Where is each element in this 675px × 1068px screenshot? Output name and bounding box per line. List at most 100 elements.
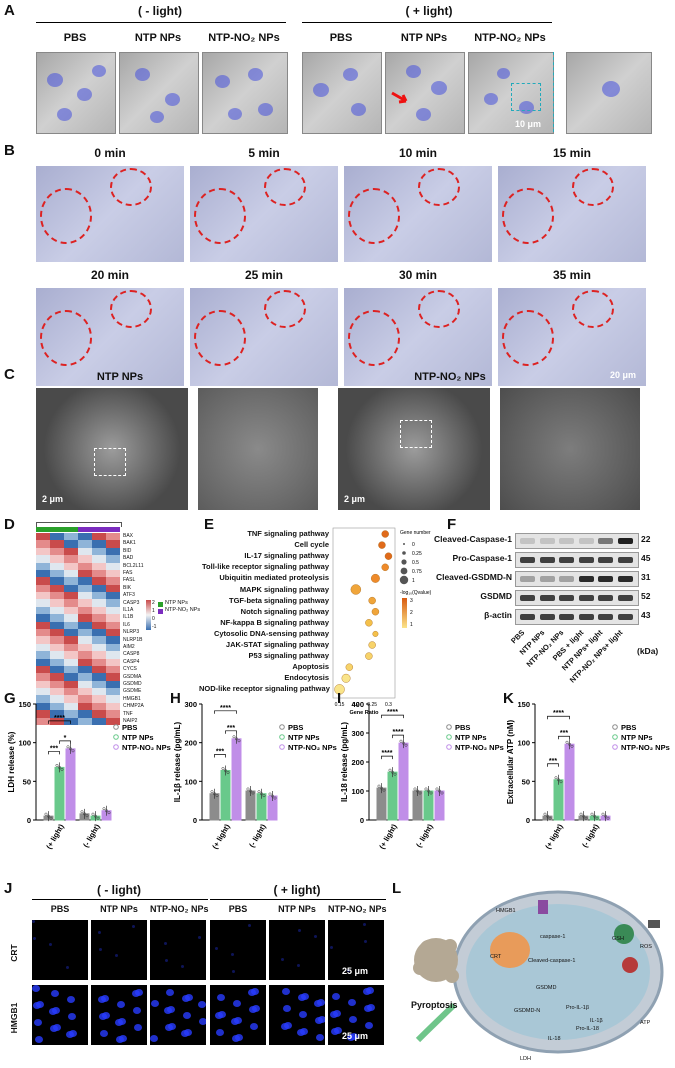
f-blot-band <box>578 614 594 620</box>
chart-significance-bracket <box>214 710 237 714</box>
chart-legend-label: NTP NPs <box>288 733 320 742</box>
j-fluorescence-image <box>210 985 266 1045</box>
j-light-header: ( + light) <box>273 883 321 897</box>
d-heatmap-cell <box>50 629 64 637</box>
d-heatmap-cell <box>50 688 64 696</box>
d-heatmap-cell <box>106 614 120 622</box>
d-heatmap-cell <box>36 533 50 541</box>
panel-h-label: H <box>170 690 181 707</box>
d-heatmap-cell <box>64 688 78 696</box>
chart-data-point <box>271 794 274 798</box>
j-fluorescence-image: 25 μm <box>328 920 384 980</box>
chart-legend-label: NTP-NO₂ NPs <box>122 743 171 752</box>
j-nucleus <box>133 1007 141 1014</box>
e-bubble-point <box>378 541 386 549</box>
chart-data-point <box>58 765 61 769</box>
l-schematic-label: Pro-IL-1β <box>566 1005 590 1011</box>
j-nucleus <box>250 1023 258 1030</box>
chart-x-category-label: (+ light) <box>377 822 399 851</box>
j-nucleus <box>316 1034 324 1041</box>
chart-data-point <box>565 740 569 744</box>
chart-data-point <box>226 771 230 774</box>
a-light-rule <box>302 22 552 23</box>
d-heatmap-cell <box>106 629 120 637</box>
l-pyroptosis-label: Pyroptosis <box>411 1000 458 1010</box>
l-schematic-label: GSH <box>612 936 624 942</box>
j-nucleus <box>330 946 333 949</box>
j-nucleus <box>332 993 340 1000</box>
d-heatmap-cell <box>50 702 64 711</box>
d-heatmap-cell <box>106 643 120 652</box>
chart-significance-bracket <box>381 755 393 760</box>
panel-d-label: D <box>4 516 15 533</box>
b-timelapse-image: 20 μm <box>498 288 646 386</box>
chart-data-point <box>595 816 599 820</box>
j-nucleus <box>349 1016 357 1023</box>
l-schematic-label: GSDMD <box>536 985 557 991</box>
chart-bar <box>553 779 564 821</box>
d-heatmap-cell <box>106 710 120 718</box>
f-protein-label: Pro-Caspase-1 <box>452 553 512 563</box>
j-nucleus <box>299 1011 307 1018</box>
e-pathway-label: Cell cycle <box>294 540 329 550</box>
j-nucleus <box>252 1005 260 1012</box>
chart-data-point <box>606 816 610 820</box>
d-colorbar <box>146 600 151 630</box>
e-bubble-point <box>341 673 351 683</box>
j-group-label: NTP NPs <box>100 904 138 914</box>
e-bubble-point <box>368 596 376 605</box>
d-heatmap-cell <box>50 569 64 578</box>
f-blot-band <box>617 538 633 544</box>
chart-bar <box>220 770 231 821</box>
j-nucleus <box>363 923 366 926</box>
f-blot-band <box>617 557 633 563</box>
d-heatmap-cell <box>64 665 78 674</box>
j-nucleus <box>185 994 193 1001</box>
j-nucleus <box>232 970 235 973</box>
e-size-legend-dot <box>401 559 407 565</box>
panel-j-label: J <box>4 880 13 897</box>
d-gene-label: FASL <box>123 577 136 584</box>
chart-data-point <box>554 776 558 780</box>
e-size-legend-dot <box>402 551 406 555</box>
j-nucleus <box>198 936 201 939</box>
j-nucleus <box>102 1012 110 1019</box>
d-heatmap-cell <box>78 702 92 711</box>
d-heatmap-cell <box>36 606 50 615</box>
j-nucleus <box>184 1029 192 1036</box>
d-colorbar-label: 1 <box>152 608 155 614</box>
chart-legend-label: PBS <box>288 723 303 732</box>
c-sem-ntpno2-zoom <box>500 388 640 510</box>
chart-data-point <box>251 791 255 795</box>
d-gene-label: IL1A <box>123 607 134 613</box>
l-schematic-label: ATP <box>640 1020 651 1026</box>
panel-l-label: L <box>392 880 402 897</box>
j-nucleus <box>318 1016 325 1023</box>
chart-legend-marker <box>612 744 618 750</box>
red-arrow-icon <box>391 91 408 104</box>
d-heatmap-cell <box>78 695 92 703</box>
d-gene-label: CASP3 <box>123 599 140 606</box>
chart-data-point <box>601 812 605 816</box>
panel-b-label: B <box>4 142 15 159</box>
d-heatmap-cell <box>78 688 92 696</box>
d-heatmap-cell <box>78 584 92 593</box>
d-heatmap-cell <box>106 680 120 689</box>
d-heatmap-cell <box>36 702 50 711</box>
a-label-ntpno2-dark: NTP-NO₂ NPs <box>208 32 280 44</box>
chart-bar <box>589 815 600 821</box>
d-heatmap-cell <box>106 695 120 703</box>
d-gene-label: NLRP1B <box>123 636 143 643</box>
d-heatmap-cell <box>92 673 106 681</box>
e-pathway-label: Toll-like receptor signaling pathway <box>202 562 329 572</box>
chart-bar <box>412 790 423 821</box>
e-pathway-label: MAPK signaling pathway <box>239 584 329 594</box>
a-image-ntp-dark <box>119 52 199 134</box>
chart-legend-label: NTP NPs <box>122 733 154 742</box>
a-light-header: ( + light) <box>405 4 453 18</box>
chart-bar <box>43 815 54 821</box>
chart-bar <box>434 790 445 821</box>
d-colorbar-label: -1 <box>152 624 157 630</box>
b-dashed-circle-large <box>502 188 554 244</box>
chart-legend-marker <box>279 744 285 750</box>
